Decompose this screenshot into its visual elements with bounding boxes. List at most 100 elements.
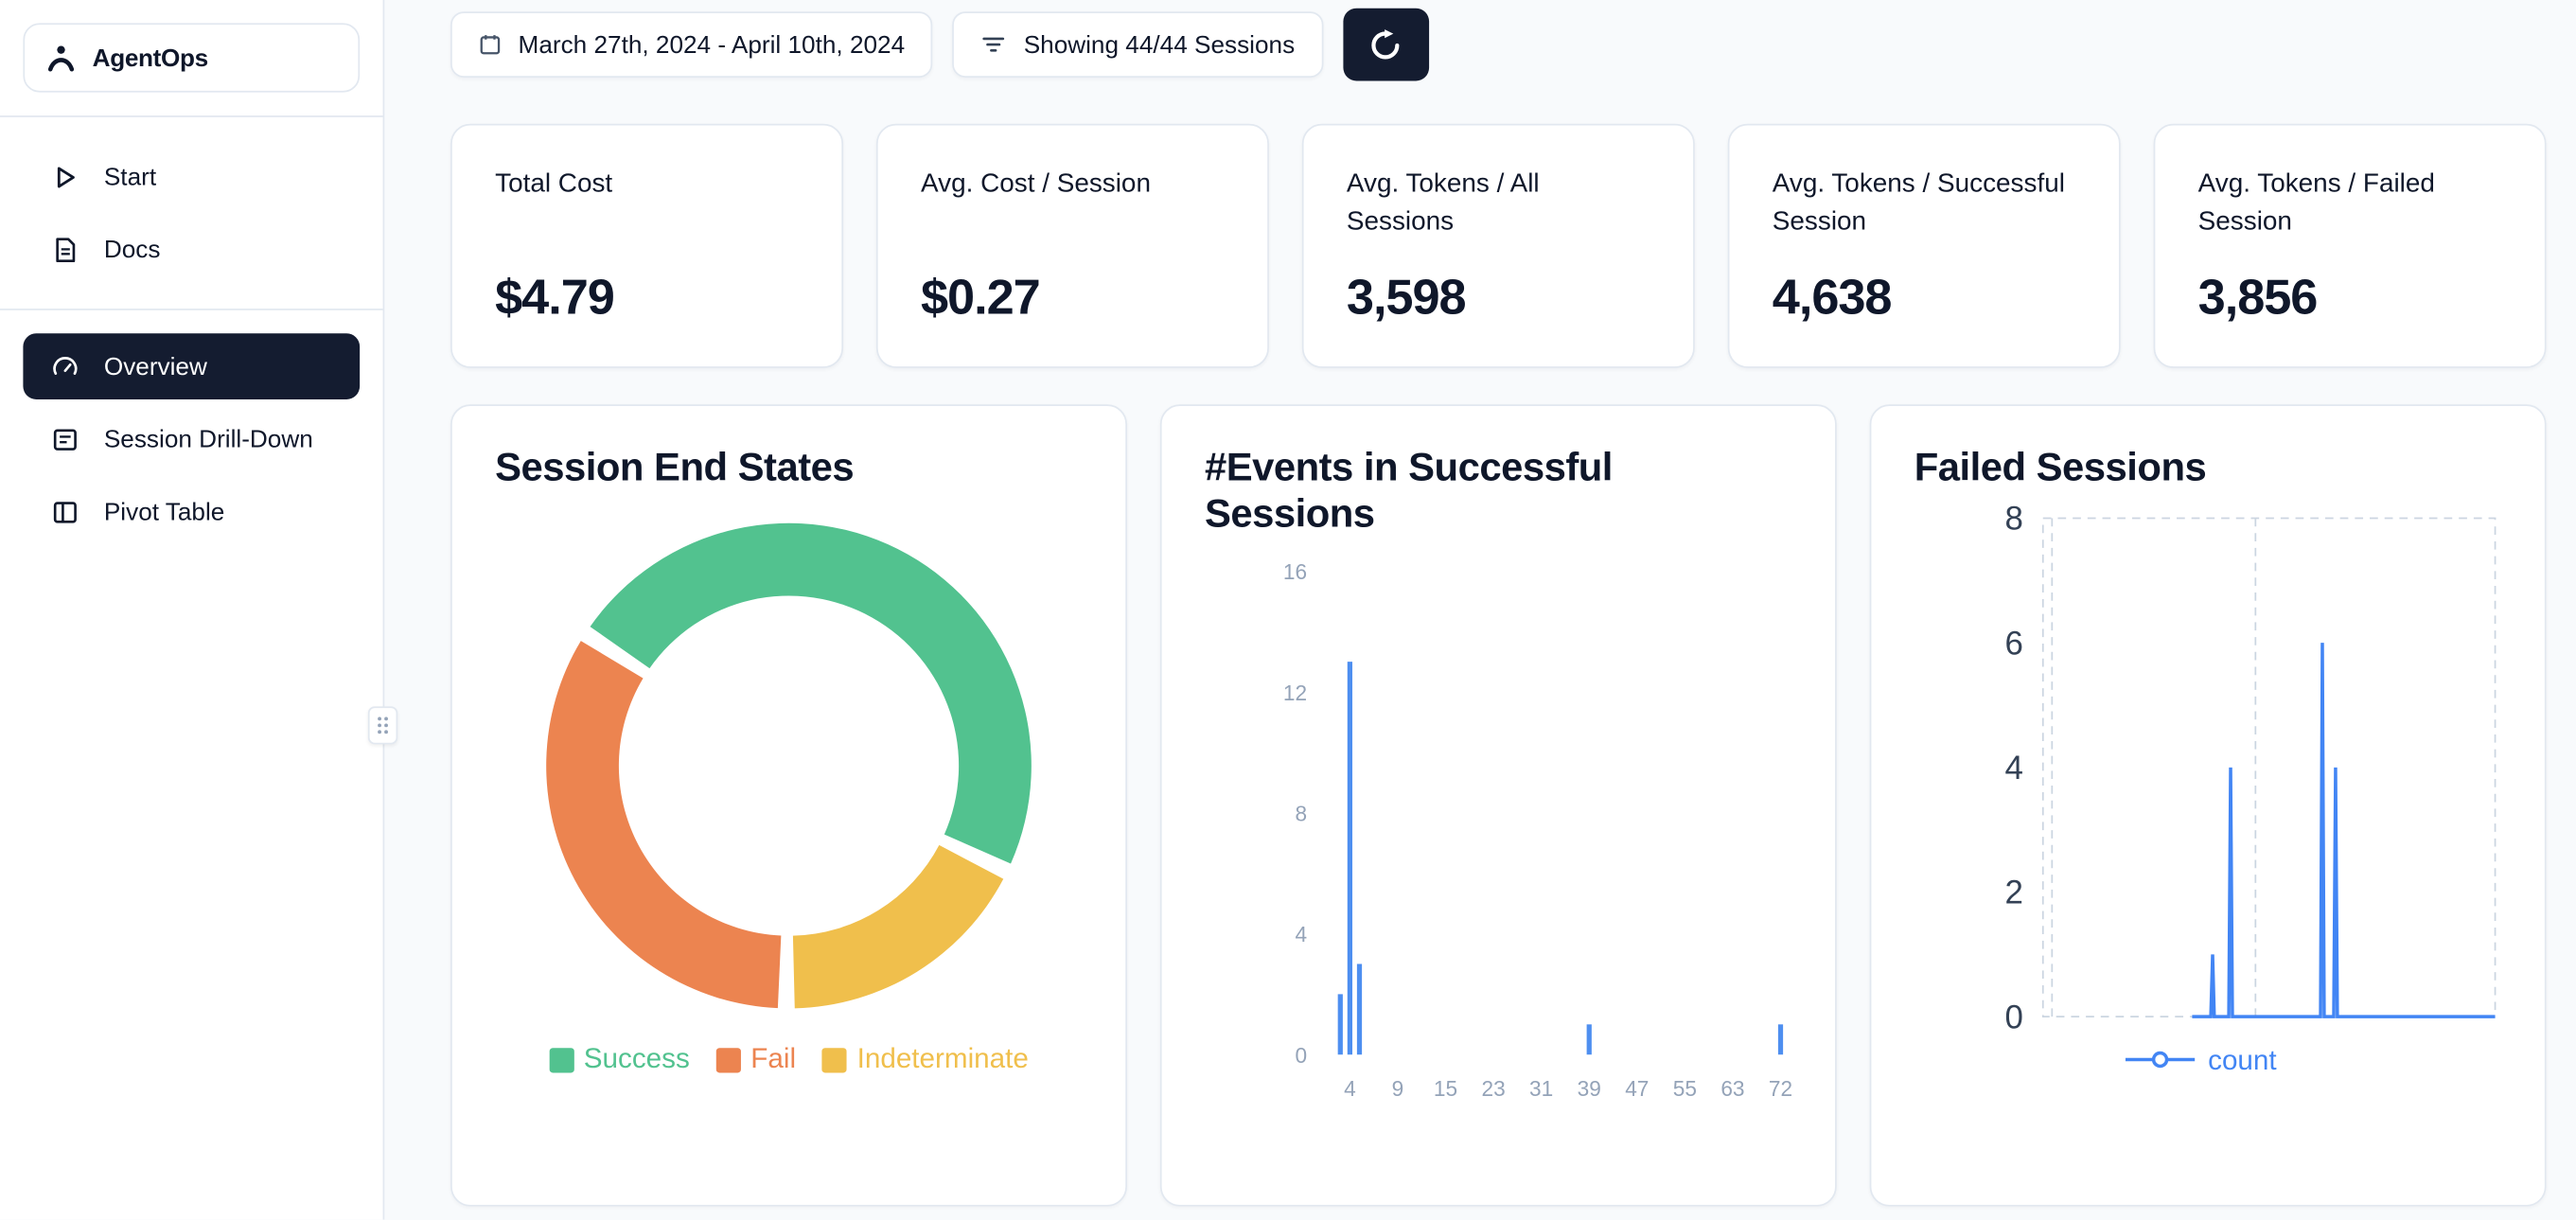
x-axis-tick-label: 9: [1392, 1076, 1404, 1101]
donut-segment-success[interactable]: [590, 522, 1032, 864]
stat-card-avg-tokens-successful: Avg. Tokens / Successful Session 4,638: [1727, 123, 2121, 368]
stat-card-total-cost: Total Cost $4.79: [450, 123, 844, 368]
chart-title: Failed Sessions: [1914, 445, 2207, 490]
session-drilldown-icon: [49, 424, 79, 453]
logo[interactable]: AgentOps: [23, 23, 361, 93]
date-range-label: March 27th, 2024 - April 10th, 2024: [518, 30, 906, 59]
y-axis-tick-label: 4: [2004, 750, 2022, 787]
histogram-bar[interactable]: [1347, 662, 1353, 1055]
stat-label: Total Cost: [495, 169, 613, 199]
stat-value: $4.79: [495, 270, 615, 326]
calendar-icon: [479, 33, 502, 56]
sidebar-item-start[interactable]: Start: [23, 140, 360, 213]
sidebar-item-docs[interactable]: Docs: [23, 213, 360, 286]
sidebar-item-label: Overview: [103, 352, 207, 380]
y-axis-tick-label: 0: [1295, 1043, 1307, 1068]
gauge-icon: [49, 351, 79, 380]
x-axis-tick-label: 15: [1434, 1076, 1457, 1101]
charts-row: Session End States Success Fail: [450, 404, 2547, 1207]
chart-title: Session End States: [495, 445, 855, 490]
histogram-bar[interactable]: [1337, 994, 1343, 1055]
refresh-icon: [1368, 27, 1403, 62]
legend-item-indeterminate[interactable]: Indeterminate: [821, 1043, 1029, 1076]
failed-sessions-chart: 8 6 4 2 0 count: [2004, 501, 2497, 1076]
plot-border: [2041, 517, 2497, 1018]
stat-value: 3,598: [1346, 270, 1467, 326]
x-axis-tick-label: 23: [1481, 1076, 1505, 1101]
date-range-picker[interactable]: March 27th, 2024 - April 10th, 2024: [450, 11, 933, 78]
sidebar-resize-handle[interactable]: [367, 706, 398, 745]
grip-dots-icon: [378, 716, 388, 734]
x-axis-tick-label: 55: [1673, 1076, 1697, 1101]
filter-icon: [980, 31, 1007, 58]
y-axis-tick-label: 8: [1295, 802, 1307, 826]
session-filter[interactable]: Showing 44/44 Sessions: [952, 11, 1323, 78]
stat-card-avg-tokens-all: Avg. Tokens / All Sessions 3,598: [1301, 123, 1695, 368]
stats-row: Total Cost $4.79 Avg. Cost / Session $0.…: [450, 123, 2547, 368]
pivot-table-icon: [49, 497, 79, 526]
session-end-states-card: Session End States Success Fail: [450, 404, 1127, 1207]
donut-segment-fail[interactable]: [546, 641, 782, 1009]
legend-item-fail[interactable]: Fail: [715, 1043, 797, 1076]
y-axis-tick-label: 4: [1295, 923, 1307, 947]
donut-chart-wrap: [495, 519, 1083, 1014]
sidebar-item-session-drill-down[interactable]: Session Drill-Down: [23, 402, 360, 475]
stat-value: $0.27: [921, 270, 1041, 326]
x-axis-tick-label: 39: [1578, 1076, 1601, 1101]
stat-label: Avg. Tokens / All Sessions: [1346, 169, 1540, 237]
legend-swatch-success: [549, 1047, 574, 1072]
x-axis-tick-label: 47: [1625, 1076, 1649, 1101]
x-axis-tick-label: 72: [1769, 1076, 1792, 1101]
refresh-button[interactable]: [1342, 8, 1429, 81]
stat-label: Avg. Cost / Session: [921, 169, 1151, 199]
y-axis-tick-label: 16: [1283, 559, 1307, 584]
agentops-logo-icon: [44, 42, 78, 75]
x-axis-tick-label: 63: [1720, 1076, 1744, 1101]
stat-value: 3,856: [2197, 270, 2319, 326]
histogram-bar[interactable]: [1586, 1024, 1592, 1055]
docs-icon: [49, 235, 79, 264]
topbar: March 27th, 2024 - April 10th, 2024 Show…: [450, 8, 2547, 81]
y-axis-tick-label: 0: [2004, 999, 2022, 1035]
events-histogram-card: #Events in Successful Sessions 0 4 8 12 16 4 9…: [1159, 404, 1837, 1207]
sidebar-item-label: Session Drill-Down: [103, 425, 313, 453]
count-series-line: [2192, 643, 2496, 1019]
main-content: March 27th, 2024 - April 10th, 2024 Show…: [384, 0, 2576, 1220]
legend-label: Fail: [750, 1043, 797, 1075]
session-filter-label: Showing 44/44 Sessions: [1023, 30, 1296, 59]
y-axis-tick-label: 2: [2004, 875, 2022, 911]
stat-card-avg-tokens-failed: Avg. Tokens / Failed Session 3,856: [2153, 123, 2547, 368]
sidebar: AgentOps Start Docs: [0, 0, 398, 1220]
stat-label: Avg. Tokens / Failed Session: [2197, 169, 2435, 237]
events-histogram-chart: 0 4 8 12 16 4 9 15 23 31 39 47 55 63 72: [1283, 559, 1792, 1101]
donut-legend: Success Fail Indeterminate: [495, 1043, 1083, 1076]
x-axis-tick-label: 4: [1344, 1076, 1356, 1101]
y-axis-tick-label: 12: [1283, 681, 1307, 705]
histogram-bar[interactable]: [1777, 1024, 1784, 1055]
y-axis-tick-label: 8: [2004, 501, 2022, 538]
divider: [0, 309, 383, 310]
sidebar-item-pivot-table[interactable]: Pivot Table: [23, 475, 360, 548]
logo-text: AgentOps: [92, 44, 209, 72]
legend-swatch-indeterminate: [821, 1047, 848, 1072]
play-icon: [49, 162, 79, 191]
stat-label: Avg. Tokens / Successful Session: [1772, 169, 2065, 237]
stat-card-avg-cost-session: Avg. Cost / Session $0.27: [875, 123, 1269, 368]
sidebar-item-label: Pivot Table: [103, 497, 225, 526]
sidebar-item-overview[interactable]: Overview: [23, 333, 361, 399]
session-end-states-donut: [546, 522, 1032, 1009]
legend-label: Success: [583, 1043, 690, 1075]
donut-segment-indeterminate[interactable]: [792, 845, 1004, 1009]
failed-sessions-card: Failed Sessions 8 6 4 2 0 count: [1869, 404, 2547, 1207]
sidebar-nav-top: Start Docs: [23, 140, 360, 285]
histogram-bar[interactable]: [1356, 964, 1363, 1055]
y-axis-tick-label: 6: [2004, 626, 2022, 663]
legend-label: count: [2208, 1045, 2277, 1076]
legend-swatch-fail: [715, 1047, 741, 1072]
sidebar-item-label: Docs: [103, 235, 161, 264]
legend-item-count[interactable]: count: [2125, 1045, 2277, 1076]
x-axis-tick-label: 31: [1529, 1076, 1553, 1101]
stat-value: 4,638: [1772, 270, 1893, 326]
legend-item-success[interactable]: Success: [549, 1043, 690, 1076]
